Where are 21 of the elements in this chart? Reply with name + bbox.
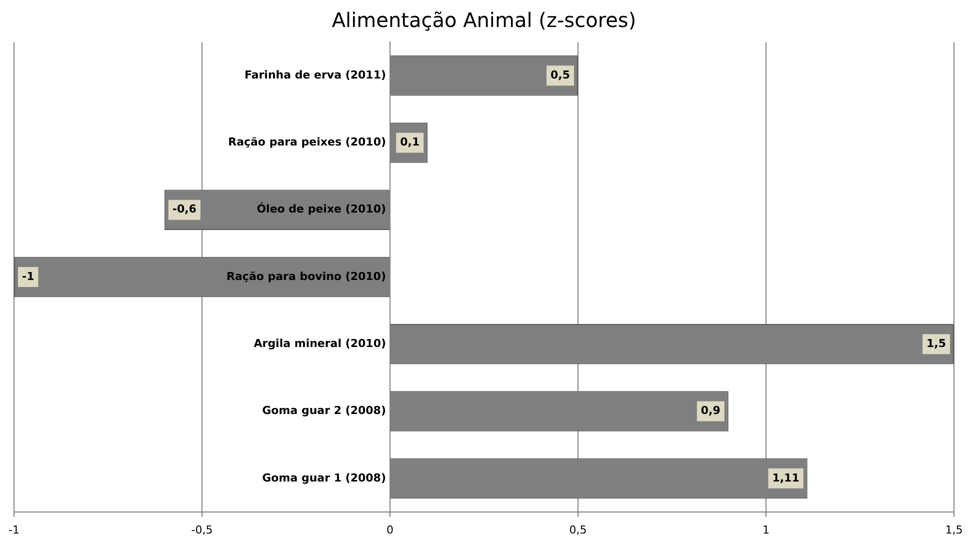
data-label: 0,5 [550,68,570,82]
y-tick-label: Ração para peixes (2010) [228,136,386,149]
x-tick-label: -1 [8,523,20,536]
data-label: -0,6 [172,202,197,216]
x-tick-label: -0,5 [191,523,213,536]
data-label: -1 [22,270,34,283]
y-tick-label: Argila mineral (2010) [254,337,386,350]
y-tick-label: Goma guar 2 (2008) [262,404,386,418]
y-tick-label: Óleo de peixe (2010) [256,202,386,216]
data-label: 1,11 [772,471,800,484]
x-tick-label: 0,5 [569,523,587,536]
x-tick-label: 0 [386,523,394,536]
y-tick-label: Goma guar 1 (2008) [262,471,386,484]
y-tick-label: Farinha de erva (2011) [244,68,386,82]
x-tick-label: 1,5 [945,523,963,536]
x-tick-label: 1 [762,523,770,536]
y-tick-label: Ração para bovino (2010) [226,270,386,283]
data-label: 0,9 [700,404,720,418]
data-label: 0,1 [400,136,420,149]
chart-title: Alimentação Animal (z-scores) [332,8,636,32]
data-label: 1,5 [926,337,946,350]
